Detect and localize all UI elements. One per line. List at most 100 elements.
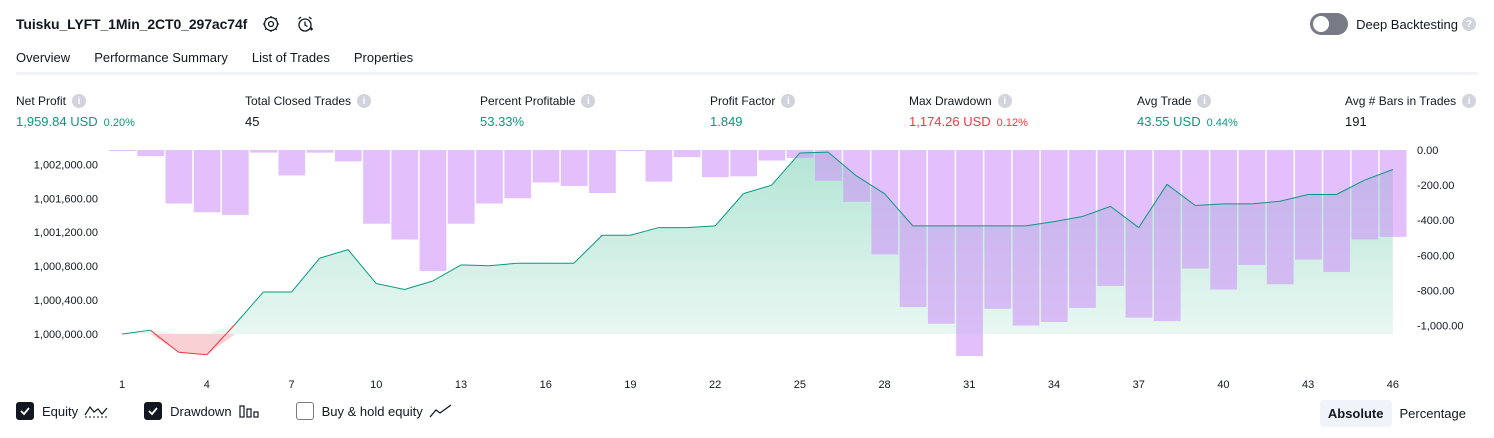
drawdown-bar [391, 150, 419, 240]
equity-line-segment [432, 264, 462, 282]
alarm-clock-icon[interactable] [295, 14, 315, 34]
metric-value: 43.55 USD [1137, 114, 1201, 129]
info-icon[interactable]: i [72, 94, 87, 108]
drawdown-bar [1351, 150, 1379, 240]
equity-line-segment [1195, 203, 1224, 207]
equity-line-segment [827, 151, 857, 177]
deep-backtesting-toggle[interactable] [1310, 13, 1349, 35]
info-icon[interactable]: i [997, 94, 1012, 108]
drawdown-bar [984, 150, 1012, 309]
metric-value: 191 [1345, 114, 1367, 129]
left-axis-tick-label: 1,002,000.00 [34, 159, 98, 171]
drawdown-bar [193, 150, 221, 213]
metric-value: 45 [245, 114, 260, 129]
legend-drawdown[interactable]: Drawdown [144, 402, 259, 420]
equity-line-segment [319, 249, 349, 259]
drawdown-bar [1266, 150, 1294, 285]
x-axis-tick-label: 16 [540, 379, 552, 391]
info-icon[interactable]: i [781, 94, 796, 108]
x-axis-tick-label: 31 [963, 379, 975, 391]
equity-line-icon [84, 403, 108, 419]
drawdown-bar [956, 150, 983, 357]
equity-line-segment [686, 225, 716, 229]
drawdown-bar [1323, 150, 1351, 272]
metric-max-drawdown: Max Drawdown i 1,174.26 USD 0.12% [909, 94, 1028, 129]
metric-label: Net Profit [16, 94, 67, 108]
equity-line-segment [1082, 205, 1111, 218]
drawdown-bar [1069, 150, 1096, 308]
equity-line-segment [460, 264, 490, 267]
metric-value: 1,174.26 USD [909, 114, 991, 129]
bars-icon [238, 403, 260, 419]
equity-line-segment [1279, 194, 1309, 202]
drawdown-bar [221, 150, 249, 215]
info-icon[interactable]: i [1462, 94, 1477, 108]
x-axis-tick-label: 37 [1133, 379, 1145, 391]
drawdown-checkbox[interactable] [144, 402, 163, 420]
right-axis-tick-label: -600.00 [1417, 250, 1454, 262]
tab-properties[interactable]: Properties [353, 50, 414, 65]
absolute-button[interactable]: Absolute [1319, 400, 1392, 427]
metric-label: Max Drawdown [909, 94, 992, 108]
help-icon[interactable]: ? [1462, 17, 1476, 31]
equity-line-segment [122, 329, 151, 335]
equity-checkbox[interactable] [16, 402, 34, 420]
deep-backtesting-label: Deep Backtesting [1356, 16, 1458, 32]
drawdown-bar [476, 150, 503, 204]
equity-line-segment [799, 151, 829, 154]
report-tabs: Overview Performance Summary List of Tra… [16, 46, 437, 75]
drawdown-bar [673, 150, 701, 158]
trend-line-icon [429, 403, 453, 419]
x-axis-tick-label: 25 [794, 379, 806, 391]
drawdown-bar [871, 150, 899, 255]
metric-value: 1.849 [710, 114, 743, 129]
equity-line-segment [178, 351, 207, 356]
buy-hold-checkbox[interactable] [295, 402, 314, 420]
drawdown-bar [363, 150, 390, 224]
legend-buy-hold[interactable]: Buy & hold equity [295, 402, 453, 420]
equity-line-segment [206, 323, 236, 356]
metric-profit-factor: Profit Factor i 1.849 [710, 94, 796, 129]
equity-drawdown-chart[interactable]: 1,000,000.00 1,000,400.00 1,000,800.00 1,00… [0, 140, 1494, 395]
drawdown-bar [589, 150, 616, 193]
chart-legend: Equity Drawdown Buy & hold equity [16, 402, 489, 420]
gear-icon[interactable] [261, 14, 281, 34]
info-icon[interactable]: i [357, 94, 372, 108]
metric-avg-bars: Avg # Bars in Trades i 191 [1345, 94, 1477, 129]
drawdown-bar [730, 150, 757, 177]
metric-label: Profit Factor [710, 94, 776, 108]
metric-percent: 0.20% [103, 117, 135, 129]
legend-equity[interactable]: Equity [16, 402, 108, 420]
equity-line-segment [1053, 216, 1083, 223]
drawdown-bar [109, 150, 136, 151]
equity-line-segment [1251, 200, 1280, 205]
info-icon[interactable]: i [581, 94, 596, 108]
drawdown-bar [1238, 150, 1266, 265]
equity-line-segment [376, 283, 405, 290]
metric-label: Avg # Bars in Trades [1345, 94, 1457, 108]
drawdown-bar [899, 150, 927, 308]
percentage-button[interactable]: Percentage [1399, 406, 1467, 421]
metric-percent: 0.44% [1206, 117, 1238, 129]
right-axis-tick-label: 0.00 [1417, 145, 1438, 157]
left-axis-tick-label: 1,001,600.00 [34, 193, 98, 205]
drawdown-bar [447, 150, 475, 224]
metric-net-profit: Net Profit i 1,959.84 USD 0.20% [16, 94, 135, 129]
equity-line-segment [630, 227, 659, 236]
drawdown-bar [1182, 150, 1209, 269]
equity-line-segment [884, 193, 914, 227]
right-axis-tick-label: -1,000.00 [1417, 321, 1463, 333]
equity-line-segment [1166, 183, 1196, 206]
equity-line-segment [771, 152, 801, 186]
drawdown-bar [278, 150, 306, 176]
tab-list-of-trades[interactable]: List of Trades [251, 50, 330, 65]
equity-line-segment [743, 184, 772, 195]
tab-overview[interactable]: Overview [16, 46, 71, 75]
equity-line-segment [1138, 184, 1168, 228]
drawdown-bar [786, 150, 814, 158]
x-axis-tick-label: 10 [370, 379, 382, 391]
equity-line-segment [1110, 205, 1140, 228]
info-icon[interactable]: i [1197, 94, 1212, 108]
tab-performance-summary[interactable]: Performance Summary [94, 50, 228, 65]
right-axis-tick-label: -400.00 [1417, 215, 1454, 227]
